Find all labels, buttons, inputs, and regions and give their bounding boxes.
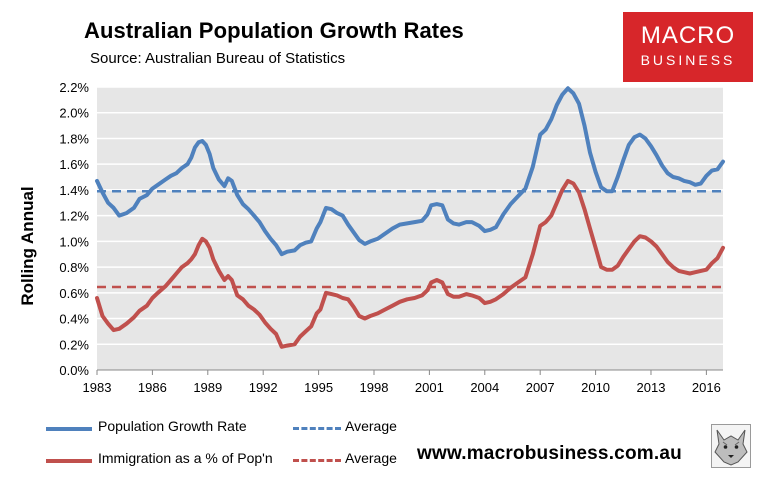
chart-title: Australian Population Growth Rates: [84, 18, 464, 43]
logo-text-macro: MACRO: [640, 22, 736, 49]
x-tick-label: 2016: [692, 380, 721, 395]
y-tick-labels: 0.0% 0.2% 0.4% 0.6% 0.8% 1.0% 1.2% 1.4% 1.6% 1.8%…: [59, 80, 89, 378]
x-tick-label: 1995: [304, 380, 333, 395]
website-link[interactable]: www.macrobusiness.com.au: [417, 443, 682, 464]
x-tick-label: 2004: [470, 380, 499, 395]
x-tick-label: 1992: [249, 380, 278, 395]
y-tick-label: 0.4%: [59, 312, 89, 327]
x-tick-label: 1998: [360, 380, 389, 395]
chart-source: Source: Australian Bureau of Statistics: [90, 50, 346, 67]
x-tick-labels: 1983 1986 1989 1992 1995 1998 2001 2004 2007 2010…: [83, 370, 721, 395]
x-tick-label: 1986: [138, 380, 167, 395]
y-tick-label: 1.8%: [59, 131, 89, 146]
y-tick-label: 0.6%: [59, 286, 89, 301]
population-growth-line: [95, 86, 725, 257]
legend-label-immigration: Immigration as a % of Pop'n: [98, 450, 273, 466]
legend-label-population: Population Growth Rate: [98, 418, 247, 434]
legend-label-immigration-average: Average: [345, 450, 397, 466]
y-tick-label: 1.6%: [59, 157, 89, 172]
x-tick-label: 1983: [83, 380, 112, 395]
legend-swatch-immigration: [46, 459, 92, 463]
x-tick-label: 2007: [526, 380, 555, 395]
legend-swatch-population: [46, 427, 92, 431]
y-tick-label: 1.4%: [59, 183, 89, 198]
x-tick-label: 2010: [581, 380, 610, 395]
series-lines: [95, 86, 725, 349]
y-tick-label: 0.0%: [59, 363, 89, 378]
plot-area: [97, 87, 723, 370]
x-tick-label: 2001: [415, 380, 444, 395]
legend-row-immigration: Immigration as a % of Pop'n Average: [46, 450, 397, 470]
legend-swatch-immigration-average: [293, 459, 341, 462]
y-tick-label: 2.2%: [59, 80, 89, 95]
macrobusiness-logo[interactable]: MACRO BUSINESS: [623, 12, 753, 82]
x-tick-label: 2013: [637, 380, 666, 395]
y-tick-label: 0.2%: [59, 337, 89, 352]
immigration-growth-line: [95, 178, 725, 349]
x-tick-label: 1989: [193, 380, 222, 395]
y-tick-label: 1.2%: [59, 209, 89, 224]
wolf-logo-icon: [711, 424, 751, 468]
legend-swatch-population-average: [293, 427, 341, 430]
logo-text-business: BUSINESS: [640, 52, 736, 68]
legend-label-population-average: Average: [345, 418, 397, 434]
y-tick-label: 2.0%: [59, 106, 89, 121]
y-tick-label: 0.8%: [59, 260, 89, 275]
y-tick-label: 1.0%: [59, 234, 89, 249]
legend-row-population: Population Growth Rate Average: [46, 418, 397, 438]
